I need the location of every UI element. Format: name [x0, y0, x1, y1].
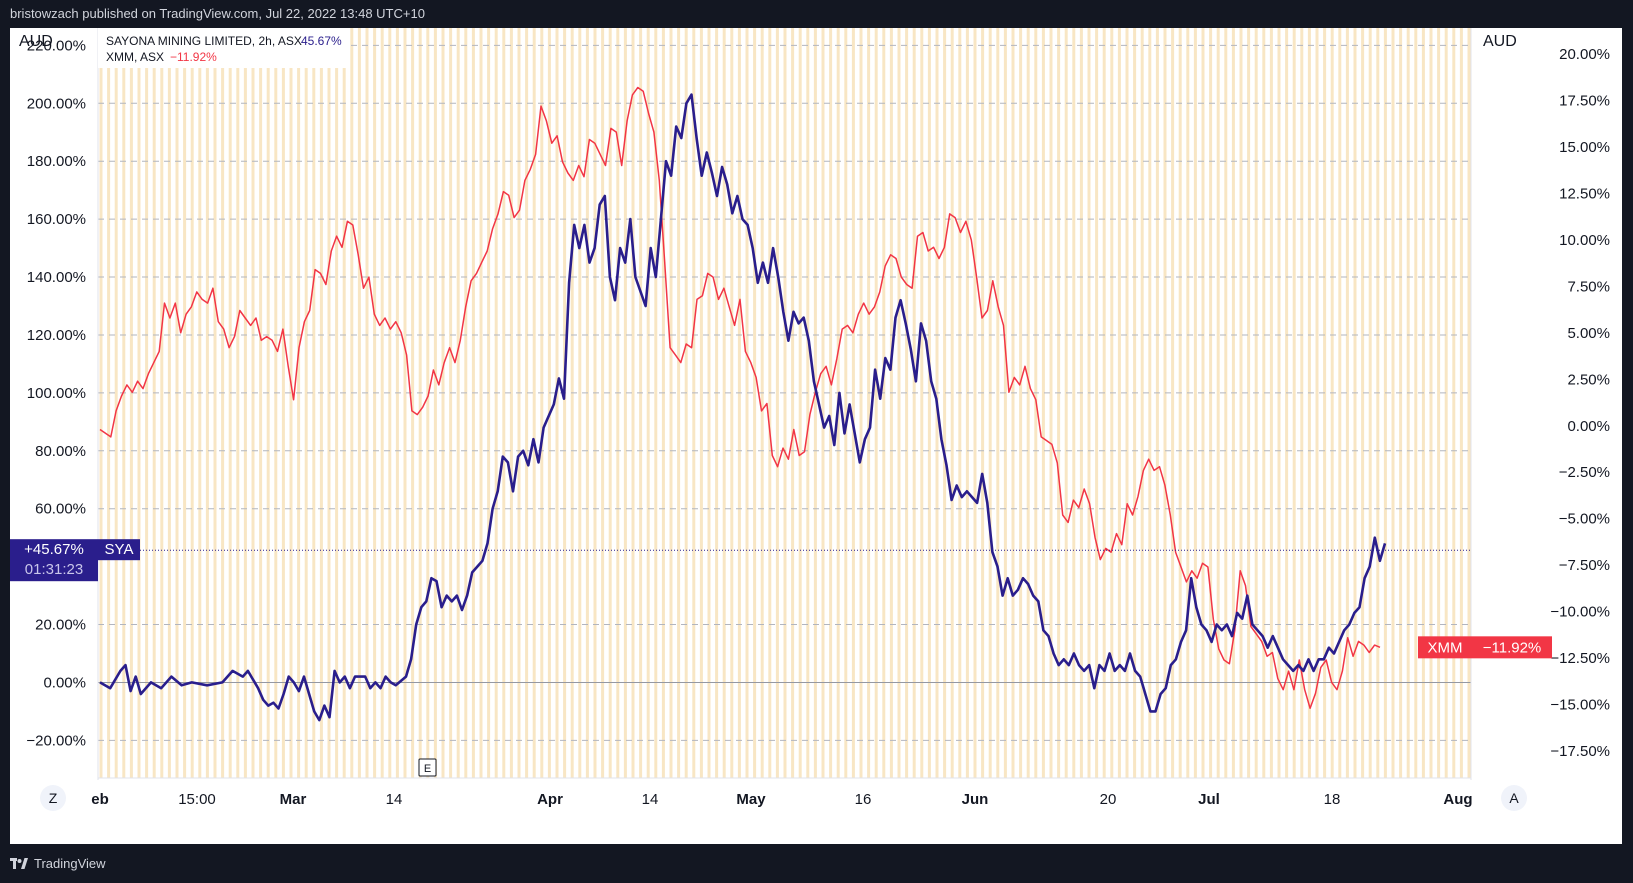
right-axis-tick: 5.00% — [1567, 325, 1610, 342]
tradingview-logo[interactable]: TradingView — [10, 856, 106, 871]
xmm-line — [99, 86, 1381, 710]
right-axis-tick: −2.50% — [1559, 464, 1610, 481]
right-axis-tick: −10.00% — [1550, 604, 1610, 621]
right-axis-tick: 12.50% — [1559, 185, 1610, 202]
time-axis-tick: 15:00 — [178, 791, 216, 808]
left-axis-tick: 120.00% — [27, 327, 86, 344]
xmm-price-label: XMM −11.92% — [1418, 636, 1552, 659]
legend-primary-name[interactable]: SAYONA MINING LIMITED, 2h, ASX — [106, 34, 302, 48]
earnings-marker[interactable] — [418, 758, 437, 777]
legend-primary-change: 45.67% — [301, 34, 342, 48]
right-axis-tick: −17.50% — [1550, 743, 1610, 760]
time-axis-tick: Apr — [537, 791, 563, 808]
left-axis-tick: 180.00% — [27, 153, 86, 170]
right-axis-tick: −12.50% — [1550, 650, 1610, 667]
earnings-marker-label: E — [424, 763, 431, 775]
right-axis-tick: 17.50% — [1559, 92, 1610, 109]
session-bands — [99, 28, 1471, 778]
left-axis-tick: 20.00% — [35, 617, 86, 634]
sya-ticker-box — [98, 539, 140, 561]
right-axis-tick: 10.00% — [1559, 232, 1610, 249]
sya-countdown: 01:31:23 — [25, 561, 83, 578]
xmm-ticker-box — [1418, 636, 1472, 659]
time-axis-tick: eb — [91, 791, 109, 808]
auto-scale-button[interactable]: A — [1501, 785, 1527, 811]
xmm-value-box — [1472, 636, 1552, 659]
left-axis[interactable]: 220.00% 200.00% 180.00% 160.00% 140.00% 120.0… — [26, 28, 99, 780]
time-axis-tick: 18 — [1324, 791, 1341, 808]
footer-bar: TradingView — [0, 844, 1633, 883]
right-axis-tick: −7.50% — [1559, 557, 1610, 574]
footer-brand: TradingView — [34, 856, 106, 871]
left-axis-tick: 60.00% — [35, 501, 86, 518]
publish-bar: bristowzach published on TradingView.com… — [0, 0, 1633, 28]
left-axis-tick: 220.00% — [27, 37, 86, 54]
left-axis-tick: −20.00% — [26, 732, 86, 749]
chart-canvas[interactable]: 220.00%200.00%180.00%160.00%140.00%120.0… — [10, 28, 1622, 844]
time-axis-tick: Mar — [280, 791, 307, 808]
left-axis-tick: 100.00% — [27, 385, 86, 402]
time-axis-tick: Jun — [962, 791, 989, 808]
right-axis-tick: 20.00% — [1559, 46, 1610, 63]
time-axis-tick: 14 — [642, 791, 659, 808]
legend-secondary-name[interactable]: XMM, ASX — [106, 50, 164, 64]
xmm-ticker: XMM — [1428, 639, 1463, 656]
right-axis[interactable]: 20.00% 17.50% 15.00% 12.50% 10.00% 7.50% 5.00%… — [1470, 28, 1610, 780]
left-axis-unit: AUD — [19, 33, 53, 50]
time-axis-tick: 16 — [855, 791, 872, 808]
right-axis-tick: 0.00% — [1567, 418, 1610, 435]
right-axis-tick: −15.00% — [1550, 697, 1610, 714]
legend-backdrop — [98, 28, 348, 68]
left-axis-tick: 200.00% — [27, 95, 86, 112]
time-axis-tick: May — [736, 791, 766, 808]
sya-ticker: SYA — [105, 541, 134, 558]
time-axis-tick: 20 — [1100, 791, 1117, 808]
sya-price-label: +45.67% 01:31:23 SYA — [10, 539, 140, 582]
right-axis-tick: −5.00% — [1559, 511, 1610, 528]
sya-value-box — [10, 539, 98, 582]
legend-secondary-change: −11.92% — [170, 50, 217, 64]
left-axis-tick: 80.00% — [35, 443, 86, 460]
publish-text: bristowzach published on TradingView.com… — [10, 6, 425, 21]
time-axis-tick: Aug — [1443, 791, 1472, 808]
time-axis-tick: Jul — [1198, 791, 1220, 808]
right-axis-tick: 15.00% — [1559, 139, 1610, 156]
time-axis[interactable]: eb 15:00 Mar 14 Apr 14 May 16 Jun 20 Jul 18 Aug — [91, 777, 1473, 808]
chart-frame: 220.00% 200.00% 180.00% 160.00% 140.00% 120.0… — [10, 28, 1622, 844]
time-axis-tick: 14 — [386, 791, 403, 808]
right-axis-tick: 7.50% — [1567, 278, 1610, 295]
right-axis-tick: 2.50% — [1567, 371, 1610, 388]
sya-value: +45.67% — [24, 541, 84, 558]
left-axis-tick: 0.00% — [43, 674, 86, 691]
xmm-value: −11.92% — [1483, 639, 1542, 656]
sya-line — [99, 93, 1387, 722]
right-axis-unit: AUD — [1483, 33, 1517, 50]
left-axis-tick: 140.00% — [27, 269, 86, 286]
left-axis-tick: 160.00% — [27, 211, 86, 228]
series-lines — [99, 86, 1387, 722]
tradingview-logo-icon — [10, 857, 28, 869]
scale-toggle-z-button[interactable]: Z — [40, 785, 66, 811]
